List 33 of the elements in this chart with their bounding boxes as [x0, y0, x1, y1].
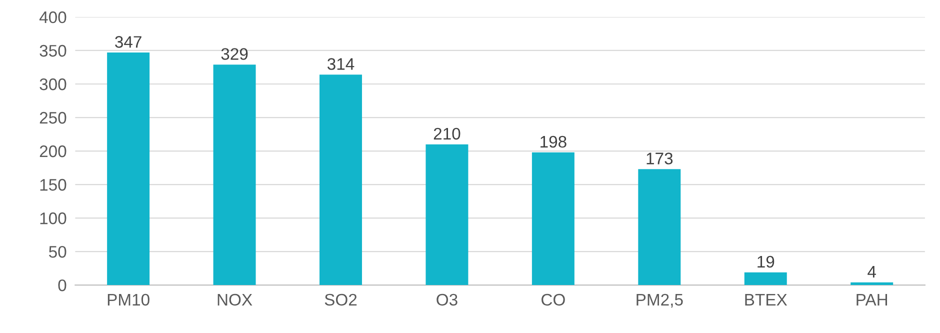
y-tick-label: 250 [40, 112, 66, 124]
y-tick-label: 0 [58, 279, 66, 292]
y-tick-label: 200 [40, 145, 66, 158]
bar [426, 144, 468, 286]
bar [213, 64, 256, 286]
y-tick-label: 100 [40, 212, 66, 224]
x-tick-label: O3 [436, 294, 458, 306]
x-tick-label: PAH [856, 294, 888, 306]
data-label: 173 [646, 152, 673, 164]
y-tick-label: 350 [40, 44, 66, 57]
x-tick-label: PM10 [108, 294, 150, 306]
data-label: 198 [540, 136, 566, 148]
data-label: 347 [115, 36, 142, 48]
bar [532, 152, 574, 286]
bar [320, 74, 362, 286]
x-tick-label: SO2 [324, 294, 357, 306]
x-tick-label: BTEX [745, 294, 788, 306]
data-label: 210 [434, 128, 460, 140]
x-tick-label: PM2,5 [636, 294, 683, 308]
x-tick-label: NOX [218, 294, 252, 306]
data-label: 329 [221, 48, 248, 60]
data-label: 4 [868, 266, 876, 278]
y-tick-label: 400 [39, 11, 66, 24]
bar [850, 282, 894, 286]
data-label: 19 [758, 256, 774, 268]
y-tick-label: 150 [40, 178, 66, 191]
bar [638, 169, 681, 286]
x-tick-label: CO [542, 294, 565, 306]
bar [744, 272, 787, 286]
y-tick-label: 50 [48, 246, 66, 258]
data-label: 314 [327, 58, 354, 70]
bar [107, 52, 150, 286]
y-tick-label: 300 [40, 78, 66, 90]
